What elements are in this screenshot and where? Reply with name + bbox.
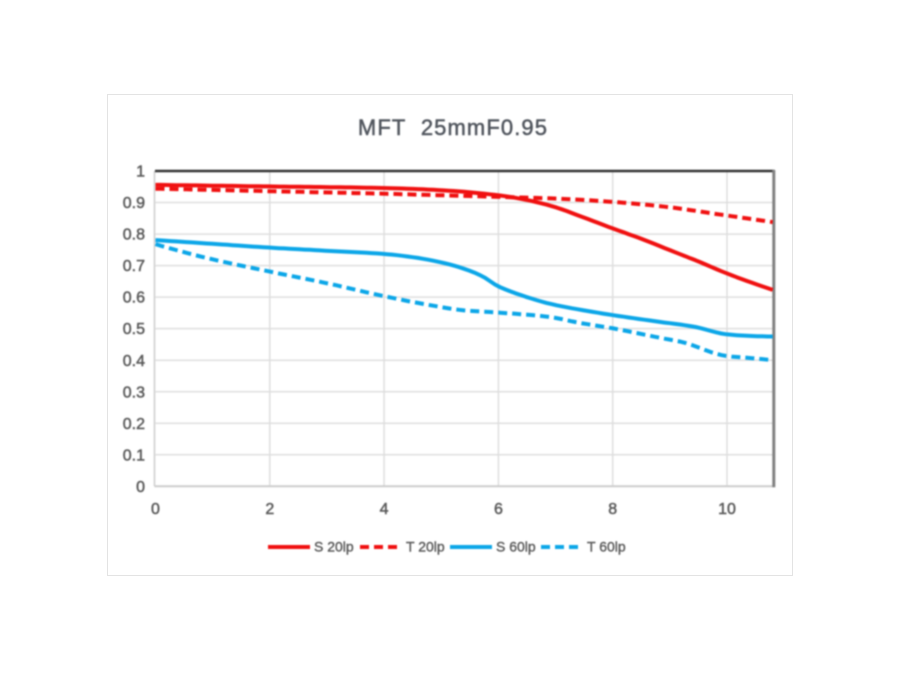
svg-text:0.4: 0.4 [123,353,145,370]
svg-text:8: 8 [608,501,617,518]
svg-text:0.5: 0.5 [123,321,145,338]
svg-text:1: 1 [136,164,145,181]
svg-text:T 60lp: T 60lp [587,539,626,555]
svg-text:0.3: 0.3 [123,384,145,401]
svg-text:0.2: 0.2 [123,416,145,433]
svg-text:0.7: 0.7 [123,258,145,275]
svg-text:10: 10 [718,501,736,518]
svg-text:0.6: 0.6 [123,290,145,307]
svg-text:T 20lp: T 20lp [406,539,445,555]
svg-text:S 20lp: S 20lp [314,539,354,555]
svg-text:MFT 25mmF0.95: MFT 25mmF0.95 [358,115,548,140]
svg-text:6: 6 [494,501,503,518]
svg-text:0.8: 0.8 [123,227,145,244]
svg-text:0.1: 0.1 [123,447,145,464]
svg-text:4: 4 [380,501,389,518]
svg-text:0.9: 0.9 [123,195,145,212]
svg-text:0: 0 [151,501,160,518]
svg-text:S 60lp: S 60lp [496,539,536,555]
svg-text:2: 2 [265,501,274,518]
svg-text:0: 0 [136,479,145,496]
